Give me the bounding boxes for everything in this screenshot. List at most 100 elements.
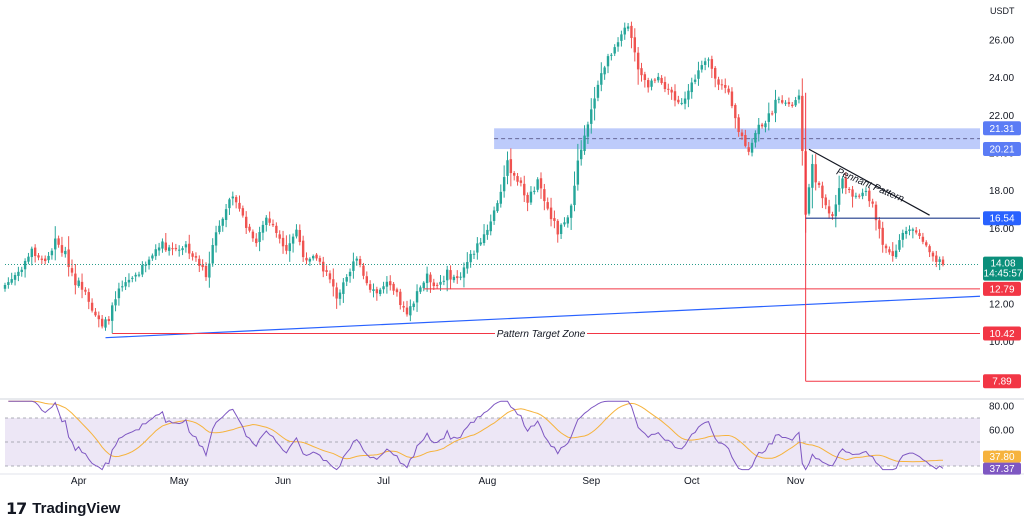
candle-body [680, 102, 683, 104]
candle-body [730, 91, 734, 107]
candle-body [747, 147, 750, 152]
candle-body [770, 113, 774, 115]
candle-body [794, 100, 797, 106]
candle-body [30, 248, 33, 258]
candle-body [660, 77, 663, 84]
candle-body [787, 102, 791, 105]
candle-body [181, 248, 184, 251]
candle-body [422, 282, 425, 289]
resistance-zone [494, 128, 980, 150]
candle-body [563, 222, 566, 225]
candle-body [3, 285, 7, 289]
candle-body [201, 264, 204, 268]
candle-body [275, 225, 278, 234]
candle-body [492, 210, 496, 221]
candle-body [858, 195, 861, 197]
candle-body [462, 267, 466, 278]
time-axis[interactable]: Apr May Jun Jul Aug Sep Oct Nov [0, 473, 1024, 487]
candle-body [194, 256, 198, 258]
candle-body [643, 74, 647, 81]
candle-body [171, 248, 174, 250]
candle-body [817, 182, 821, 185]
rsi-ma-tag-label: 37.80 [989, 452, 1014, 463]
candle-body [864, 190, 868, 192]
candle-body [539, 178, 543, 189]
candle-body [261, 224, 265, 233]
candle-body [335, 287, 338, 299]
candle-body [925, 242, 928, 246]
candle-body [784, 102, 787, 104]
candle-body [811, 163, 814, 188]
rsi-tick-label: 80.00 [989, 402, 1014, 413]
candle-body [358, 258, 362, 265]
candle-body [513, 173, 516, 176]
candle-body [50, 250, 54, 256]
candle-body [750, 142, 754, 153]
candle-body [613, 47, 616, 54]
candle-body [663, 82, 667, 90]
candle-body [234, 197, 238, 203]
candle-body [683, 98, 687, 104]
candle-body [533, 190, 536, 192]
candle-body [449, 270, 452, 280]
candle-body [154, 249, 157, 257]
candle-body [308, 258, 312, 262]
candle-body [456, 276, 459, 279]
candle-body [211, 245, 214, 264]
candle-body [576, 160, 580, 185]
brand-name: TradingView [32, 499, 121, 517]
candle-body [874, 204, 878, 221]
candle-body [466, 262, 469, 269]
time-tick-label: Jul [377, 476, 390, 487]
last-price-value: 14.08 [990, 259, 1015, 270]
candle-body [251, 231, 255, 239]
rsi-ma-line [8, 400, 944, 463]
candle-body [100, 318, 104, 327]
candle-body [911, 229, 915, 231]
candle-body [167, 247, 171, 251]
candle-body [117, 288, 121, 299]
candle-body [224, 209, 228, 220]
price-tick-label: 18.00 [989, 186, 1014, 197]
candle-body [134, 274, 137, 277]
candle-body [814, 164, 817, 183]
candle-body [70, 268, 74, 273]
candle-body [332, 279, 335, 287]
candle-body [650, 80, 653, 87]
candle-body [17, 271, 20, 276]
price-tag-label: 12.79 [989, 284, 1014, 295]
candle-body [345, 277, 348, 282]
candle-body [693, 79, 697, 82]
candle-body [901, 232, 904, 240]
candle-body [228, 199, 231, 209]
candle-body [144, 264, 147, 266]
candle-body [519, 180, 523, 183]
candle-body [667, 88, 670, 90]
candle-body [425, 273, 429, 284]
rsi-tick-label: 60.00 [989, 426, 1014, 437]
candle-body [248, 226, 251, 231]
candle-body [131, 277, 134, 279]
candle-body [459, 276, 462, 278]
candle-body [754, 132, 757, 143]
candle-body [47, 255, 50, 261]
candle-body [764, 123, 767, 128]
tradingview-brand[interactable]: 17 TradingView [6, 497, 120, 519]
candle-body [137, 274, 141, 276]
candle-body [700, 65, 703, 70]
price-tick-label: 10.00 [989, 337, 1014, 348]
candle-body [429, 274, 432, 283]
candle-body [757, 124, 760, 135]
candle-body [586, 124, 590, 137]
candle-body [452, 276, 456, 281]
candle-body [496, 203, 499, 212]
candle-body [54, 238, 57, 250]
candle-body [164, 242, 167, 251]
time-tick-label: Sep [582, 476, 600, 487]
candle-body [238, 202, 241, 209]
candle-body [60, 245, 64, 253]
candle-body [482, 234, 486, 244]
pattern-target-label: Pattern Target Zone [497, 329, 586, 340]
candle-body [241, 208, 245, 216]
candle-body [446, 269, 449, 281]
